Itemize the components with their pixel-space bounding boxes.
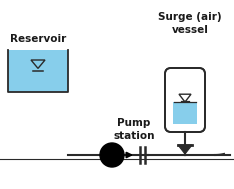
Text: Reservoir: Reservoir bbox=[10, 34, 66, 44]
Text: Pump
station: Pump station bbox=[113, 118, 155, 141]
Text: Surge (air)
vessel: Surge (air) vessel bbox=[158, 12, 222, 35]
Bar bbox=[173, 102, 197, 124]
Bar bbox=[8, 50, 68, 92]
FancyBboxPatch shape bbox=[165, 68, 205, 132]
Circle shape bbox=[100, 143, 124, 167]
Polygon shape bbox=[178, 145, 192, 154]
